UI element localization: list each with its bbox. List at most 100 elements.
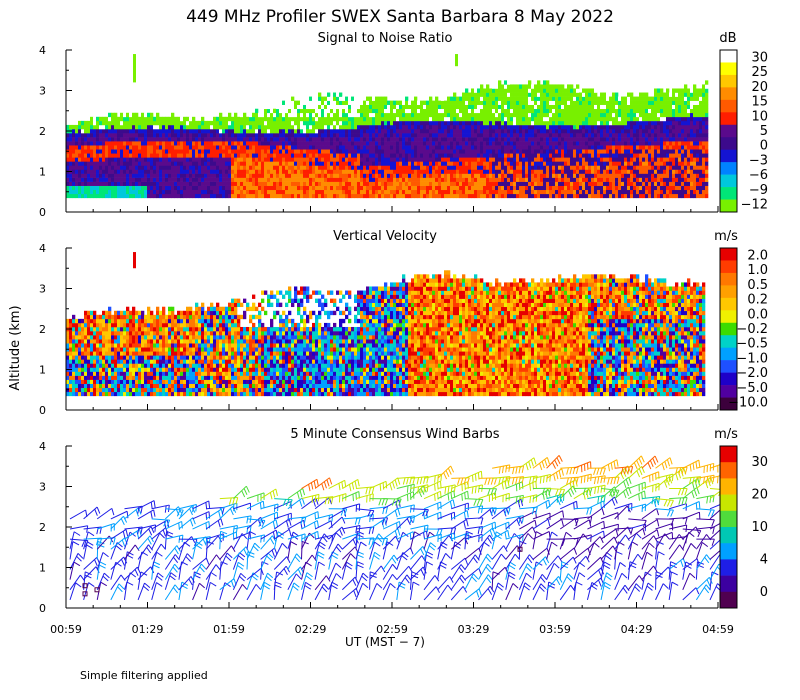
- snr-cell: [522, 88, 526, 93]
- snr-cell: [540, 189, 544, 195]
- snr-cell: [675, 104, 679, 110]
- snr-cell: [660, 161, 664, 166]
- snr-cell: [381, 124, 385, 130]
- snr-cell: [555, 141, 559, 146]
- snr-cell: [69, 185, 73, 191]
- snr-cell: [426, 173, 430, 178]
- snr-cell: [687, 177, 691, 182]
- snr-cell: [384, 157, 388, 162]
- snr-cell: [291, 108, 295, 114]
- snr-cell: [501, 112, 505, 118]
- snr-cell: [99, 161, 103, 166]
- snr-cell: [486, 165, 490, 170]
- snr-cell: [303, 141, 307, 146]
- snr-cell: [621, 124, 625, 130]
- snr-cell: [684, 169, 688, 174]
- snr-cell: [573, 161, 577, 166]
- snr-cell: [648, 145, 652, 150]
- snr-cell: [492, 137, 496, 142]
- snr-cell: [522, 92, 526, 97]
- snr-cell: [504, 165, 508, 170]
- snr-cell: [351, 116, 355, 122]
- snr-cell: [75, 137, 79, 142]
- snr-cell: [102, 128, 106, 134]
- snr-cell: [660, 189, 664, 195]
- snr-cell: [177, 133, 181, 138]
- snr-cell: [582, 193, 586, 199]
- snr-cell: [561, 169, 565, 174]
- snr-cell: [300, 120, 304, 126]
- snr-cell: [372, 181, 376, 186]
- snr-cell: [372, 149, 376, 154]
- snr-cell: [519, 185, 523, 191]
- snr-cell: [645, 128, 649, 134]
- snr-cell: [657, 141, 661, 146]
- snr-cell: [681, 149, 685, 154]
- snr-cell: [303, 177, 307, 182]
- snr-cell: [402, 185, 406, 191]
- snr-cell: [195, 133, 199, 138]
- snr-cell: [456, 96, 460, 101]
- snr-cell: [372, 161, 376, 166]
- snr-cell: [231, 161, 235, 166]
- snr-cell: [159, 161, 163, 166]
- snr-cell: [405, 141, 409, 146]
- snr-cell: [462, 96, 466, 101]
- snr-cell: [402, 189, 406, 195]
- snr-cell: [330, 124, 334, 130]
- snr-cell: [396, 173, 400, 178]
- snr-cell: [123, 145, 127, 150]
- snr-cell: [366, 124, 370, 130]
- snr-cell: [654, 128, 658, 134]
- snr-cell: [426, 181, 430, 186]
- snr-cell: [597, 96, 601, 101]
- snr-cell: [330, 116, 334, 122]
- snr-cell: [75, 157, 79, 162]
- snr-cell: [660, 112, 664, 118]
- snr-cell: [630, 133, 634, 138]
- snr-cell: [489, 108, 493, 114]
- snr-cell: [255, 177, 259, 182]
- snr-cell: [117, 169, 121, 174]
- snr-cell: [567, 189, 571, 195]
- snr-cell: [621, 169, 625, 174]
- snr-cell: [510, 84, 514, 89]
- snr-cell: [279, 185, 283, 191]
- snr-cell: [333, 120, 337, 126]
- snr-cell: [621, 161, 625, 166]
- snr-cell: [546, 108, 550, 114]
- snr-cell: [102, 145, 106, 150]
- snr-cell: [579, 92, 583, 97]
- snr-cell: [117, 137, 121, 142]
- snr-cell: [156, 153, 160, 158]
- snr-cell: [498, 124, 502, 130]
- snr-cell: [666, 137, 670, 142]
- snr-cell: [303, 133, 307, 138]
- snr-cell: [651, 161, 655, 166]
- snr-cell: [537, 96, 541, 101]
- snr-cell: [228, 116, 232, 122]
- snr-cell: [651, 173, 655, 178]
- snr-cell: [291, 169, 295, 174]
- snr-cell: [276, 173, 280, 178]
- snr-cell: [423, 116, 427, 122]
- snr-cell: [204, 193, 208, 199]
- snr-cell: [525, 177, 529, 182]
- snr-cell: [186, 145, 190, 150]
- snr-cell: [78, 169, 82, 174]
- snr-cell: [666, 100, 670, 105]
- snr-cell: [459, 157, 463, 162]
- snr-cell: [156, 185, 160, 191]
- snr-cell: [354, 120, 358, 126]
- snr-cell: [480, 133, 484, 138]
- snr-cell: [279, 108, 283, 114]
- snr-cell: [189, 173, 193, 178]
- snr-cell: [345, 169, 349, 174]
- snr-cell: [417, 108, 421, 114]
- snr-cell: [582, 145, 586, 150]
- snr-cell: [636, 133, 640, 138]
- snr-cell: [216, 133, 220, 138]
- snr-cell: [369, 157, 373, 162]
- snr-cell: [582, 161, 586, 166]
- snr-cell: [498, 185, 502, 191]
